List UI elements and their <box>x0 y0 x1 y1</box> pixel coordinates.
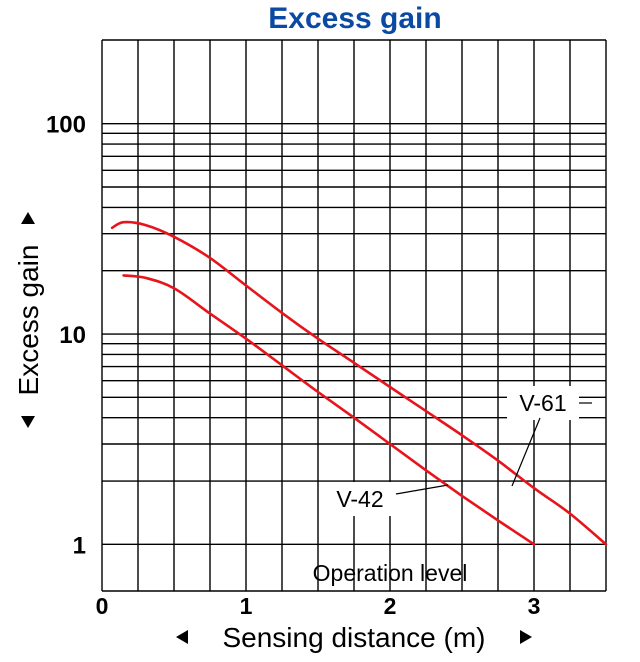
label-background <box>324 482 396 516</box>
right-arrow-icon <box>21 212 35 224</box>
series-annotations: V-61 V-42 <box>324 386 592 516</box>
y-axis-label: Excess gain <box>13 245 44 396</box>
chart-title: Excess gain <box>268 2 441 35</box>
leader-line-v61 <box>511 417 541 487</box>
series-label-v61: V-61 <box>519 390 566 416</box>
y-axis-label-group: Excess gain <box>13 212 44 428</box>
x-tick-label: 0 <box>96 593 109 619</box>
tick-labels: 1 10 100 0 1 2 3 <box>46 112 540 619</box>
y-tick-label: 100 <box>46 112 86 139</box>
left-arrow-icon <box>21 416 35 428</box>
x-tick-label: 1 <box>240 593 253 619</box>
series-line-v-42 <box>122 274 536 546</box>
y-tick-label: 1 <box>73 532 86 559</box>
left-arrow-icon <box>176 630 188 644</box>
x-tick-label: 2 <box>384 593 397 619</box>
series-line-v-61 <box>110 220 608 546</box>
x-axis-label: Sensing distance (m) <box>222 622 485 653</box>
x-axis-label-group: Sensing distance (m) <box>176 622 532 653</box>
x-tick-label: 3 <box>528 593 541 619</box>
leader-line-v42 <box>395 484 449 495</box>
series-lines <box>110 220 608 546</box>
grid-lines <box>101 39 607 592</box>
right-arrow-icon <box>520 630 532 644</box>
operation-level-label: Operation level <box>313 560 468 586</box>
y-tick-label: 10 <box>59 322 86 349</box>
series-label-v42: V-42 <box>336 486 383 512</box>
label-background <box>507 386 579 420</box>
